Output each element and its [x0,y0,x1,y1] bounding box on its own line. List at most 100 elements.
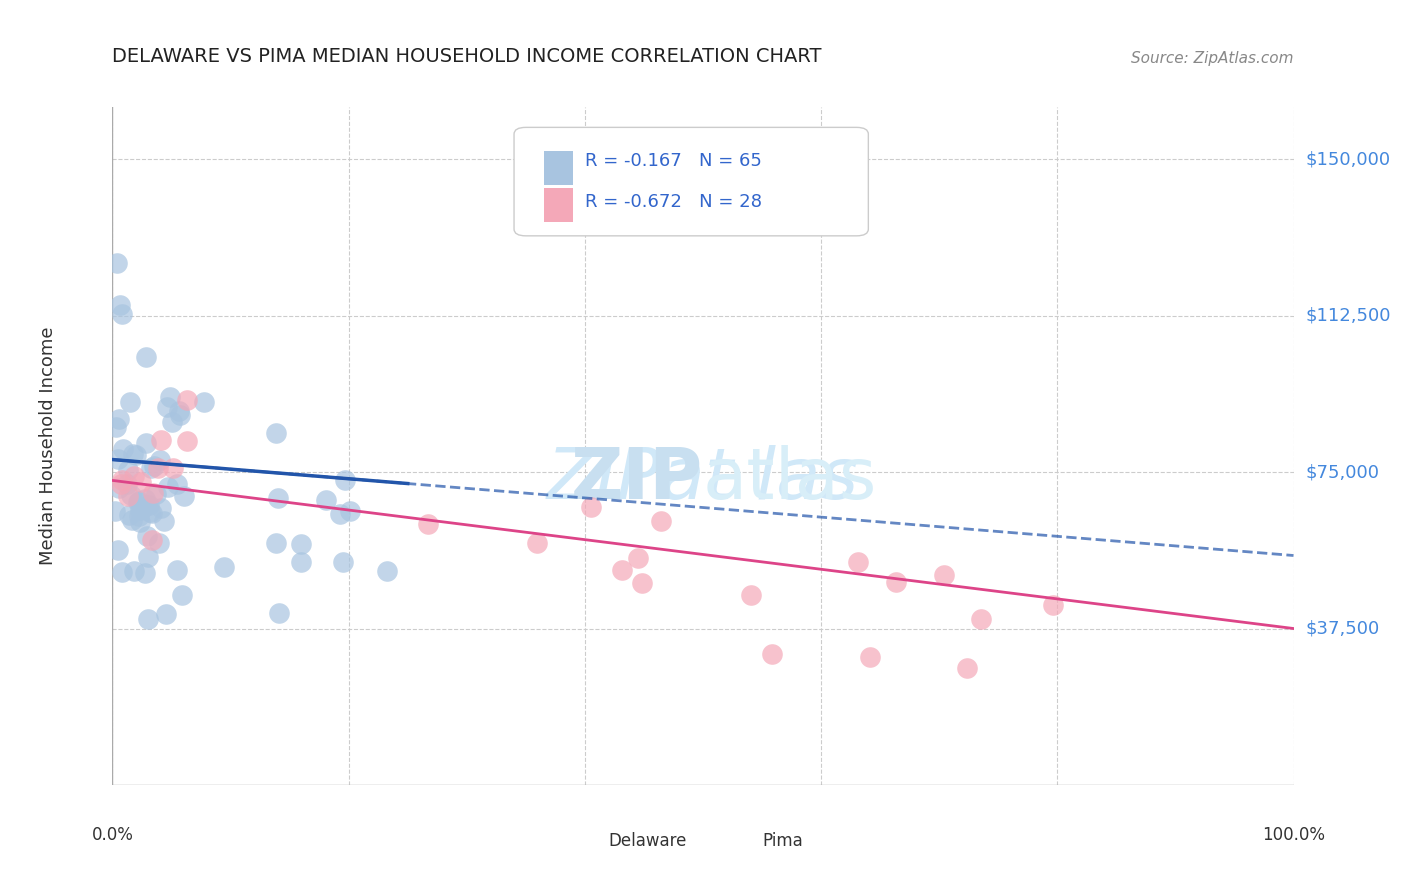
Point [142,486,165,500]
Point [162,461,184,475]
Point [110,476,132,491]
Point [134,500,156,514]
Point [141,461,163,475]
Text: ZIP: ZIP [571,445,703,515]
Point [138,498,160,512]
Text: Source: ZipAtlas.com: Source: ZipAtlas.com [1130,52,1294,66]
Point [166,476,188,491]
Point [315,493,337,508]
Point [107,412,129,426]
Text: $150,000: $150,000 [1305,150,1391,169]
Text: Pima: Pima [762,832,803,850]
Point [846,555,869,569]
Point [136,529,159,543]
Point [375,564,398,578]
Text: Delaware: Delaware [609,832,688,850]
Text: $75,000: $75,000 [1305,463,1379,481]
Point [610,563,633,577]
Point [134,492,156,507]
Point [212,559,235,574]
Text: DELAWARE VS PIMA MEDIAN HOUSEHOLD INCOME CORRELATION CHART: DELAWARE VS PIMA MEDIAN HOUSEHOLD INCOME… [112,47,823,66]
Point [129,475,152,490]
Point [105,420,128,434]
Point [267,491,290,505]
Point [264,536,287,550]
Point [339,504,361,518]
Point [135,436,157,450]
Point [108,481,131,495]
Point [884,574,907,589]
Point [141,533,163,547]
Text: R = -0.672   N = 28: R = -0.672 N = 28 [585,193,762,211]
Point [142,458,165,473]
Point [155,607,177,621]
Point [145,487,167,501]
Point [111,565,134,579]
Point [117,508,139,522]
Point [166,563,188,577]
Point [761,648,783,662]
Point [141,506,163,520]
Text: 100.0%: 100.0% [1263,826,1324,844]
Bar [561,815,591,843]
Point [115,477,138,491]
Point [146,460,169,475]
Point [934,568,956,582]
Point [159,390,181,404]
Point [153,515,176,529]
Point [127,495,149,509]
Point [740,588,762,602]
Point [650,514,672,528]
Point [128,503,150,517]
Point [111,307,134,321]
Point [859,649,882,664]
Text: atlas: atlas [703,445,877,515]
Point [124,469,146,483]
Point [128,494,150,508]
Point [1042,599,1064,613]
Bar [544,188,574,222]
Point [104,504,127,518]
Point [124,448,146,462]
Point [135,351,157,365]
Point [120,488,142,502]
Text: $112,500: $112,500 [1305,307,1391,325]
Point [149,433,172,447]
Point [333,473,356,487]
Point [329,508,352,522]
Point [956,661,979,675]
Point [332,555,354,569]
Point [416,517,439,532]
Point [107,451,129,466]
Point [581,500,603,514]
Point [138,611,160,625]
Point [107,542,129,557]
Text: Median Household Income: Median Household Income [38,326,56,566]
Point [631,576,654,591]
Text: $37,500: $37,500 [1305,620,1379,638]
Point [117,489,139,503]
Point [176,392,198,407]
Point [108,298,131,312]
Point [156,480,179,494]
Point [160,415,183,429]
Point [105,256,128,270]
Point [526,535,548,549]
Point [111,442,134,456]
Point [118,395,141,409]
Point [290,555,312,569]
Point [266,425,288,440]
Point [290,537,312,551]
Point [267,606,290,620]
Point [627,550,650,565]
FancyBboxPatch shape [515,128,869,235]
Point [149,453,172,467]
Point [139,505,162,519]
Point [148,536,170,550]
Point [156,400,179,414]
Point [121,512,143,526]
Point [176,434,198,448]
Point [111,473,134,487]
Point [117,463,139,477]
Text: ZIPat las: ZIPat las [547,445,859,515]
